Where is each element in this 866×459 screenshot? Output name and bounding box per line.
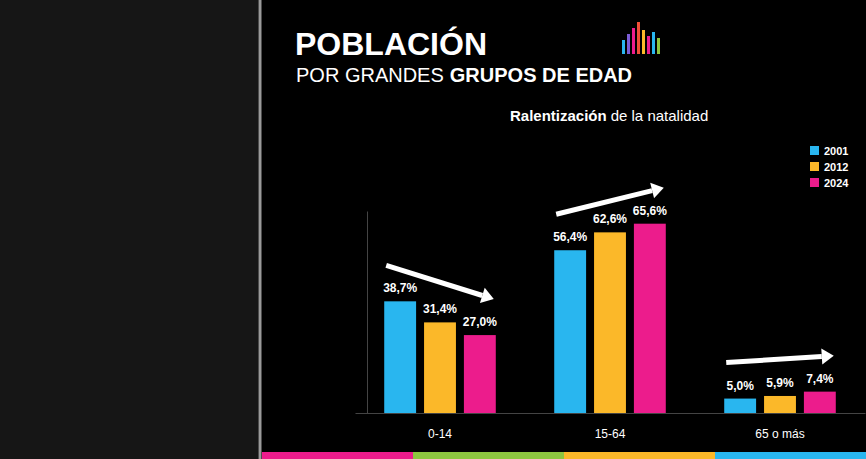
chart-root: POBLACIÓNPOR GRANDES GRUPOS DE EDAD Ralent… [0, 0, 866, 459]
subtitle-part: POR GRANDES [296, 64, 444, 86]
subtitle: POR GRANDES GRUPOS DE EDAD [296, 64, 632, 86]
logo [622, 22, 660, 54]
legend-label: 2001 [824, 145, 848, 157]
bars [384, 224, 836, 413]
trend-arrows [386, 183, 834, 365]
bar [804, 392, 836, 413]
logo-bar [637, 22, 640, 54]
data-label: 38,7% [383, 281, 417, 295]
legend-label: 2012 [824, 161, 848, 173]
legend: 2001 2012 2024 [810, 145, 849, 189]
annotation: Ralentizaciónde la natalidad [510, 107, 708, 124]
color-strip-segment [262, 452, 413, 459]
legend-swatch [810, 178, 819, 187]
data-label: 31,4% [423, 302, 457, 316]
bar [424, 322, 456, 413]
bar [764, 396, 796, 413]
logo-bar [657, 38, 660, 54]
annotation-part: Ralentización [510, 107, 607, 124]
data-label: 62,6% [593, 212, 627, 226]
x-tick-label: 65 o más [755, 427, 804, 441]
logo-bar [652, 32, 655, 54]
data-label: 65,6% [633, 204, 667, 218]
arrow-head [821, 348, 833, 364]
background [0, 0, 866, 459]
x-axis: 0-14 15-64 65 o más [356, 413, 866, 441]
legend-item: 2024 [810, 177, 849, 189]
annotation-part: de la natalidad [611, 107, 709, 124]
legend-swatch [810, 146, 819, 155]
y-axis-line [367, 212, 368, 414]
legend-swatch [810, 162, 819, 171]
data-label: 7,4% [806, 372, 834, 386]
arrow-shaft [556, 191, 652, 215]
x-tick-label: 0-14 [428, 427, 452, 441]
panel-divider [259, 0, 262, 459]
arrow-shaft [386, 265, 482, 295]
arrow-shaft [726, 356, 822, 362]
bar [464, 335, 496, 413]
logo-bar [627, 34, 630, 54]
color-strip-segment [715, 452, 866, 459]
x-tick-label: 15-64 [595, 427, 626, 441]
logo-bar [632, 28, 635, 54]
legend-item: 2012 [810, 161, 848, 173]
video-panel [0, 0, 258, 459]
color-strip-segment [413, 452, 564, 459]
arrow-head [650, 183, 664, 199]
data-label: 5,9% [766, 376, 794, 390]
logo-bar [647, 36, 650, 54]
bar [634, 224, 666, 413]
bar [554, 250, 586, 413]
bar [724, 399, 756, 413]
legend-label: 2024 [824, 177, 849, 189]
x-tick: 0-14 [428, 413, 452, 441]
arrow-head [480, 288, 494, 303]
bar [594, 232, 626, 413]
legend-item: 2001 [810, 145, 848, 157]
data-label: 5,0% [726, 379, 754, 393]
title: POBLACIÓN [295, 26, 487, 62]
x-tick: 15-64 [595, 413, 626, 441]
color-strip [262, 452, 866, 459]
y-axis [367, 212, 368, 414]
data-label: 56,4% [553, 230, 587, 244]
color-strip-segment [564, 452, 715, 459]
bar [384, 301, 416, 413]
logo-bar [622, 40, 625, 54]
x-axis-line [356, 413, 866, 414]
subtitle-part: GRUPOS DE EDAD [450, 64, 632, 86]
data-labels: 38,7% 56,4% 5,0% 31,4% 62,6% 5,9% 27,0% 65,6% 7,… [383, 204, 834, 393]
data-label: 27,0% [463, 315, 497, 329]
logo-bar [642, 30, 645, 54]
x-tick: 65 o más [755, 413, 804, 441]
